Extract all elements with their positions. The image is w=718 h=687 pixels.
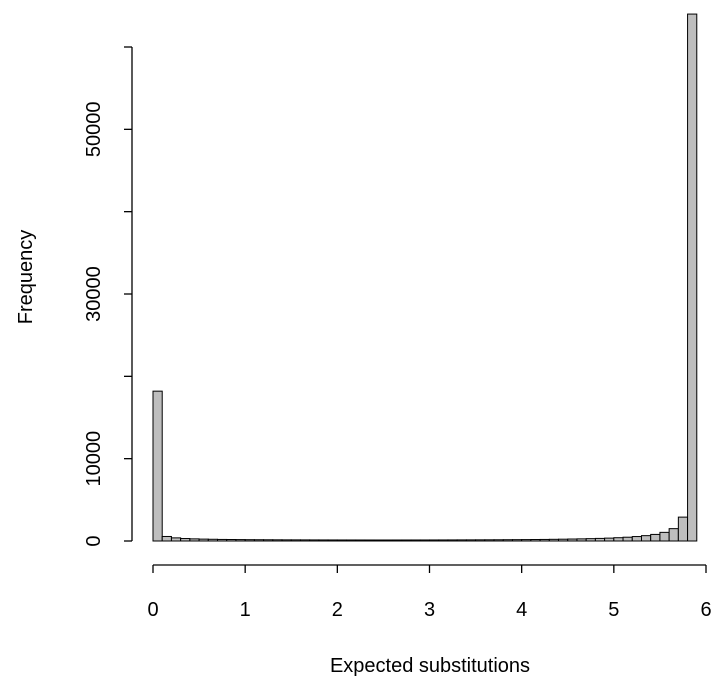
- histogram-bar: [364, 539, 375, 542]
- x-axis-label: Expected substitutions: [330, 655, 530, 677]
- histogram-bar: [456, 539, 467, 542]
- y-tick-label: 10000: [83, 431, 105, 487]
- histogram-bar: [438, 539, 449, 542]
- histogram-bar: [226, 539, 237, 542]
- histogram-bar: [484, 539, 495, 542]
- histogram-bar: [336, 539, 348, 542]
- histogram-bar: [392, 539, 403, 542]
- histogram-bar: [465, 539, 477, 542]
- x-tick-label: 4: [516, 599, 527, 621]
- histogram-bar: [217, 538, 228, 542]
- histogram-bar: [180, 538, 191, 542]
- histogram-bar: [530, 539, 541, 542]
- histogram-bar: [502, 539, 513, 542]
- y-tick-label: 30000: [83, 266, 105, 322]
- histogram-bar: [272, 539, 283, 542]
- y-tick-label: 0: [83, 535, 105, 546]
- histogram-bar: [355, 539, 366, 542]
- histogram-bars: [152, 13, 698, 542]
- histogram-bar: [631, 536, 642, 542]
- histogram-bar: [299, 539, 311, 542]
- histogram-bar: [650, 533, 661, 542]
- y-axis-label: Frequency: [15, 230, 37, 325]
- histogram-bar: [429, 539, 440, 542]
- histogram-bar: [373, 539, 384, 542]
- histogram-bar: [613, 537, 624, 542]
- x-axis: 0 1 2 3 4 5 6: [147, 564, 712, 621]
- histogram-bar: [253, 539, 265, 542]
- histogram-bar: [475, 539, 486, 542]
- x-tick-label: 0: [147, 599, 158, 621]
- y-axis: 0 10000 30000 50000: [83, 46, 133, 547]
- x-tick-label: 5: [608, 599, 619, 621]
- histogram-bar: [327, 539, 338, 542]
- histogram-bar: [401, 539, 412, 542]
- histogram-bar: [382, 539, 394, 542]
- histogram-bar: [263, 539, 274, 542]
- histogram-bar: [161, 535, 172, 542]
- histogram-bar: [521, 539, 532, 542]
- histogram-bar: [604, 537, 615, 542]
- histogram-bar: [198, 538, 209, 542]
- histogram-bar: [410, 539, 421, 542]
- x-tick-label: 6: [700, 599, 711, 621]
- histogram-bar: [152, 390, 163, 542]
- histogram-bar: [244, 539, 255, 542]
- histogram-bar: [548, 538, 560, 542]
- histogram-bar: [207, 538, 219, 542]
- histogram-bar: [659, 531, 670, 542]
- histogram-bar: [318, 539, 329, 542]
- x-tick-label: 2: [332, 599, 343, 621]
- histogram-bar: [567, 538, 578, 542]
- histogram-bar: [576, 538, 587, 542]
- x-tick-label: 1: [240, 599, 251, 621]
- y-tick-label: 50000: [83, 102, 105, 158]
- histogram-bar: [170, 537, 182, 542]
- histogram-bar: [309, 539, 320, 542]
- histogram-bar: [640, 535, 652, 542]
- histogram-bar: [558, 538, 569, 542]
- histogram-bar: [585, 538, 596, 542]
- histogram-bar: [447, 539, 458, 542]
- histogram-bar: [189, 538, 200, 542]
- histogram-bar: [493, 539, 504, 542]
- histogram-bar: [419, 539, 430, 542]
- histogram-bar: [346, 539, 357, 542]
- histogram-bar: [622, 536, 633, 542]
- histogram-bar: [539, 538, 550, 542]
- histogram-bar: [281, 539, 292, 542]
- histogram-bar: [511, 539, 523, 542]
- histogram-bar: [290, 539, 301, 542]
- x-tick-label: 3: [424, 599, 435, 621]
- histogram-bar: [594, 537, 606, 542]
- histogram-bar: [235, 539, 246, 542]
- histogram-bar: [668, 528, 679, 542]
- histogram-bar: [677, 516, 689, 542]
- histogram-bar: [687, 13, 698, 542]
